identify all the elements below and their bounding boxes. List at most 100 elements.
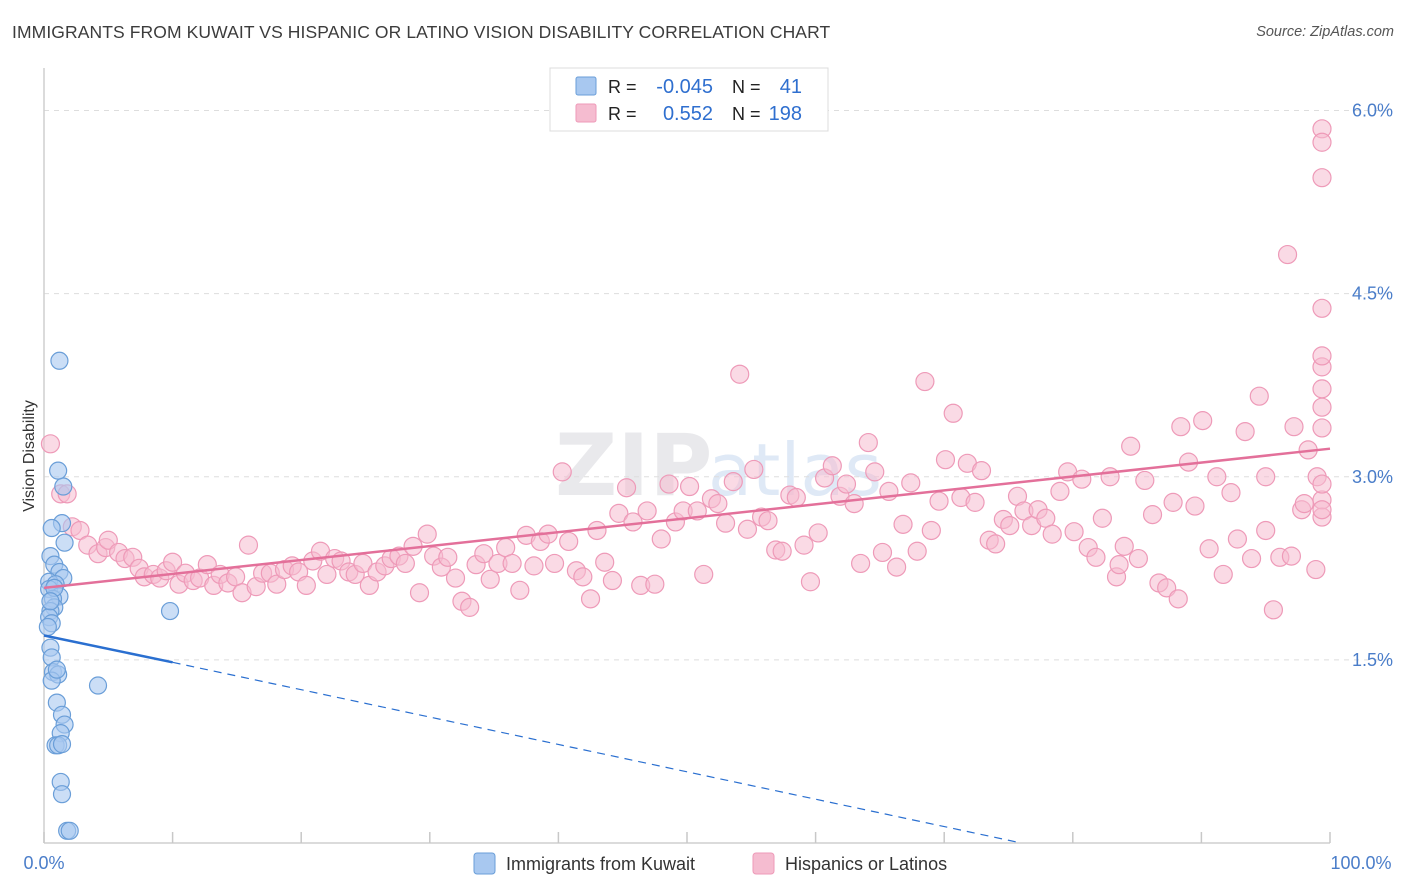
point-hispanic — [651, 529, 671, 549]
point-hispanic — [971, 461, 992, 481]
point-hispanic — [893, 514, 913, 534]
point-hispanic — [1193, 411, 1213, 431]
point-kuwait — [52, 785, 72, 804]
chart-title: IMMIGRANTS FROM KUWAIT VS HISPANIC OR LA… — [12, 22, 831, 42]
point-hispanic — [1171, 417, 1191, 437]
legend-n-value-2: 198 — [769, 103, 802, 125]
point-hispanic — [502, 553, 522, 574]
point-hispanic — [921, 520, 941, 541]
y-tick-labels: 1.5% 3.0% 4.5% 6.0% — [1352, 101, 1393, 670]
legend-n-label-2: N = — [732, 104, 761, 124]
point-hispanic — [1256, 520, 1276, 541]
point-hispanic — [1312, 346, 1332, 366]
point-kuwait — [60, 821, 79, 840]
point-hispanic — [1312, 168, 1332, 188]
point-hispanic — [786, 487, 806, 508]
point-kuwait — [54, 477, 73, 496]
point-hispanic — [616, 478, 637, 498]
point-hispanic — [907, 541, 927, 561]
legend-r-value-1: -0.045 — [656, 76, 713, 98]
point-hispanic — [758, 511, 778, 531]
point-hispanic — [1249, 386, 1269, 406]
point-kuwait — [41, 592, 60, 611]
point-hispanic — [1050, 481, 1070, 502]
point-hispanic — [723, 472, 743, 492]
point-hispanic — [929, 491, 949, 511]
point-hispanic — [40, 434, 61, 454]
point-hispanic — [552, 462, 572, 482]
series-hispanics-or-latinos — [40, 119, 1332, 620]
point-hispanic — [1312, 418, 1332, 438]
point-hispanic — [1128, 548, 1148, 569]
point-hispanic — [836, 474, 857, 494]
point-hispanic — [445, 568, 466, 588]
point-hispanic — [1207, 467, 1227, 487]
y-axis-title: Vision Disability — [21, 400, 38, 512]
point-hispanic — [1168, 589, 1188, 609]
point-hispanic — [737, 519, 758, 539]
point-hispanic — [1284, 417, 1304, 437]
point-hispanic — [1294, 494, 1314, 514]
point-hispanic — [865, 462, 885, 482]
point-hispanic — [1312, 379, 1332, 399]
point-hispanic — [800, 572, 821, 592]
point-hispanic — [544, 553, 565, 574]
point-kuwait — [88, 676, 108, 695]
point-hispanic — [1277, 244, 1298, 265]
point-hispanic — [1064, 522, 1084, 542]
bottom-legend-label-hispanic: Hispanics or Latinos — [785, 854, 947, 874]
bottom-legend-swatch-blue — [473, 852, 496, 875]
point-hispanic — [694, 564, 714, 585]
point-hispanic — [1109, 555, 1129, 575]
y-tick-label: 4.5% — [1352, 284, 1393, 304]
point-hispanic — [887, 557, 907, 577]
point-hispanic — [163, 552, 183, 572]
point-hispanic — [772, 541, 792, 561]
trend-lines — [43, 447, 1331, 844]
point-hispanic — [986, 534, 1006, 554]
point-hispanic — [637, 501, 657, 521]
point-hispanic — [844, 494, 864, 514]
point-kuwait — [42, 518, 61, 538]
point-hispanic — [409, 583, 430, 603]
point-hispanic — [1072, 469, 1092, 489]
bottom-legend-label-kuwait: Immigrants from Kuwait — [506, 854, 695, 874]
point-hispanic — [1256, 467, 1276, 487]
legend-swatch-blue — [575, 76, 597, 96]
point-hispanic — [1312, 474, 1332, 494]
gridlines — [44, 110, 1392, 661]
point-hispanic — [1312, 397, 1332, 417]
point-hispanic — [1199, 539, 1219, 559]
point-hispanic — [1163, 492, 1183, 512]
correlation-legend: R = -0.045 N = 41 R = 0.552 N = 198 — [549, 67, 829, 132]
point-hispanic — [901, 473, 921, 493]
trend-line-hispanic — [43, 447, 1331, 590]
point-hispanic — [645, 574, 665, 594]
y-tick-label: 3.0% — [1352, 467, 1393, 487]
point-hispanic — [1312, 500, 1332, 520]
point-hispanic — [480, 569, 500, 589]
legend-n-label-1: N = — [732, 77, 761, 97]
point-hispanic — [1312, 298, 1332, 318]
point-hispanic — [98, 530, 118, 550]
point-hispanic — [474, 544, 494, 564]
point-hispanic — [1235, 421, 1255, 442]
point-kuwait — [50, 351, 69, 370]
point-hispanic — [935, 450, 956, 470]
point-hispanic — [659, 474, 679, 494]
point-hispanic — [460, 597, 480, 617]
x-tick-label-min: 0.0% — [23, 853, 64, 873]
point-hispanic — [1221, 483, 1241, 503]
point-hispanic — [1121, 436, 1141, 456]
point-hispanic — [858, 432, 878, 453]
point-hispanic — [395, 553, 415, 574]
point-hispanic — [417, 524, 437, 544]
point-hispanic — [609, 503, 629, 523]
legend-r-label-1: R = — [608, 77, 637, 97]
point-hispanic — [580, 589, 601, 609]
trend-line-kuwait-extrapolated — [172, 661, 1022, 844]
point-hispanic — [1241, 548, 1262, 569]
point-kuwait — [47, 660, 66, 679]
point-hispanic — [794, 535, 814, 555]
legend-r-label-2: R = — [608, 104, 637, 124]
